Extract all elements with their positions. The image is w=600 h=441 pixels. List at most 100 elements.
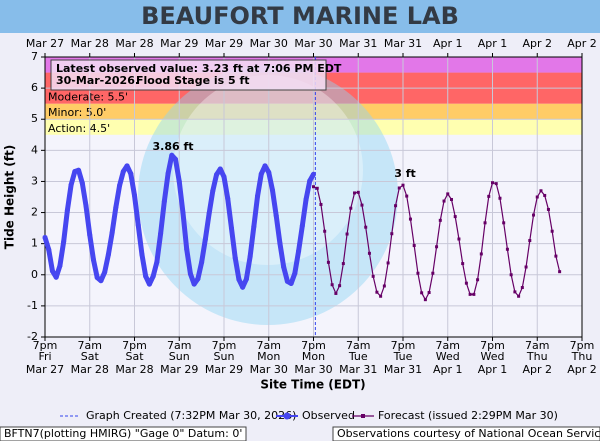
forecast-point <box>367 251 371 255</box>
forecast-point <box>401 183 405 187</box>
observed-point <box>57 263 63 269</box>
x-tick-label: 7am <box>525 339 549 352</box>
x-tick-weekday: Sat <box>81 350 100 363</box>
forecast-point <box>491 181 494 185</box>
forecast-point <box>386 261 390 265</box>
x-tick-label: 7pm <box>212 339 237 352</box>
y-tick-label: 7 <box>31 50 38 63</box>
x-tick-weekday: Mon <box>302 350 325 363</box>
y-tick-label: -2 <box>27 330 38 343</box>
observed-point <box>117 182 123 188</box>
observed-point <box>184 246 190 252</box>
footer-left: BFTN7(plotting HMIRG) "Gage 0" Datum: 0' <box>4 427 242 440</box>
observed-point <box>169 152 175 158</box>
forecast-point <box>364 225 368 229</box>
forecast-point <box>382 284 386 288</box>
x-tick-date: Apr 2 <box>522 363 552 376</box>
x-tick-label: 7am <box>346 339 370 352</box>
x2-tick-label: Mar 28 <box>71 37 109 50</box>
title-bar <box>0 0 600 33</box>
annotation-line: 30-Mar-2026. <box>56 74 139 87</box>
x2-tick-label: Apr 1 <box>478 37 508 50</box>
x2-tick-label: Mar 28 <box>115 37 153 50</box>
forecast-point <box>312 185 315 189</box>
y-tick-label: 4 <box>31 143 38 156</box>
forecast-point <box>554 254 558 258</box>
y-tick-label: -1 <box>27 299 38 312</box>
forecast-point <box>498 196 502 200</box>
observed-point <box>258 171 264 177</box>
observed-point <box>269 187 275 193</box>
y-tick-label: 0 <box>31 268 38 281</box>
forecast-point <box>535 195 539 199</box>
x-tick-date: Apr 2 <box>567 363 597 376</box>
observed-point <box>87 232 93 238</box>
forecast-point <box>408 217 412 221</box>
observed-point <box>165 171 171 177</box>
observed-point <box>247 254 253 260</box>
observed-point <box>240 284 246 290</box>
observed-point <box>46 247 52 253</box>
x-tick-date: Mar 28 <box>115 363 153 376</box>
observed-point <box>49 268 55 274</box>
observed-point <box>83 203 89 209</box>
forecast-point <box>371 274 375 278</box>
observed-point <box>191 281 197 287</box>
observed-point <box>132 192 137 198</box>
forecast-point <box>550 229 554 233</box>
forecast-point <box>360 203 364 207</box>
observed-point <box>202 236 208 242</box>
x-tick-date: Mar 29 <box>160 363 198 376</box>
forecast-point <box>524 265 528 269</box>
x-tick-label: 7pm <box>301 339 326 352</box>
observed-point <box>311 171 316 177</box>
x-tick-label: 7pm <box>391 339 416 352</box>
annotation-line: Latest observed value: 3.23 ft at 7:06 P… <box>56 62 342 75</box>
forecast-point <box>334 291 338 295</box>
forecast-point <box>509 273 513 277</box>
observed-point <box>195 276 201 282</box>
observed-point <box>236 276 242 282</box>
forecast-point <box>487 194 491 198</box>
observed-point <box>76 167 82 173</box>
x-tick-label: 7am <box>257 339 281 352</box>
x2-tick-label: Mar 30 <box>250 37 288 50</box>
annotation-box <box>50 59 327 91</box>
forecast-point <box>513 290 517 294</box>
footer-box <box>332 426 600 441</box>
observed-point <box>143 273 149 279</box>
forecast-point <box>461 262 465 266</box>
observed-point <box>158 231 164 237</box>
flood-label: Moderate: 5.5' <box>48 91 128 104</box>
forecast-point <box>472 292 476 296</box>
x2-tick-label: Mar 31 <box>384 37 422 50</box>
observed-point <box>284 278 290 284</box>
observed-point <box>94 275 100 281</box>
x-tick-weekday: Sat <box>125 350 144 363</box>
observed-point <box>161 198 167 204</box>
forecast-point <box>476 278 480 282</box>
forecast-point <box>405 194 409 198</box>
forecast-point <box>394 204 398 208</box>
forecast-point <box>483 221 487 225</box>
x2-tick-label: Mar 29 <box>160 37 198 50</box>
observed-point <box>273 213 279 219</box>
forecast-point <box>356 190 360 194</box>
forecast-point <box>528 239 532 243</box>
forecast-point <box>323 229 327 233</box>
x2-tick-label: Mar 27 <box>26 37 64 50</box>
observed-point <box>251 224 257 230</box>
legend-label: Observed <box>302 409 355 422</box>
observed-point <box>307 178 313 184</box>
x-tick-date: Mar 27 <box>26 363 64 376</box>
x-tick-label: 7am <box>78 339 102 352</box>
forecast-point <box>427 291 431 295</box>
x-tick-date: Mar 30 <box>294 363 332 376</box>
observed-point <box>128 171 134 177</box>
y-tick-label: 5 <box>31 112 38 125</box>
y-tick-label: 1 <box>31 237 38 250</box>
forecast-point <box>502 221 506 225</box>
x-axis-label: Site Time (EDT) <box>260 378 365 392</box>
footer-box <box>0 426 247 441</box>
